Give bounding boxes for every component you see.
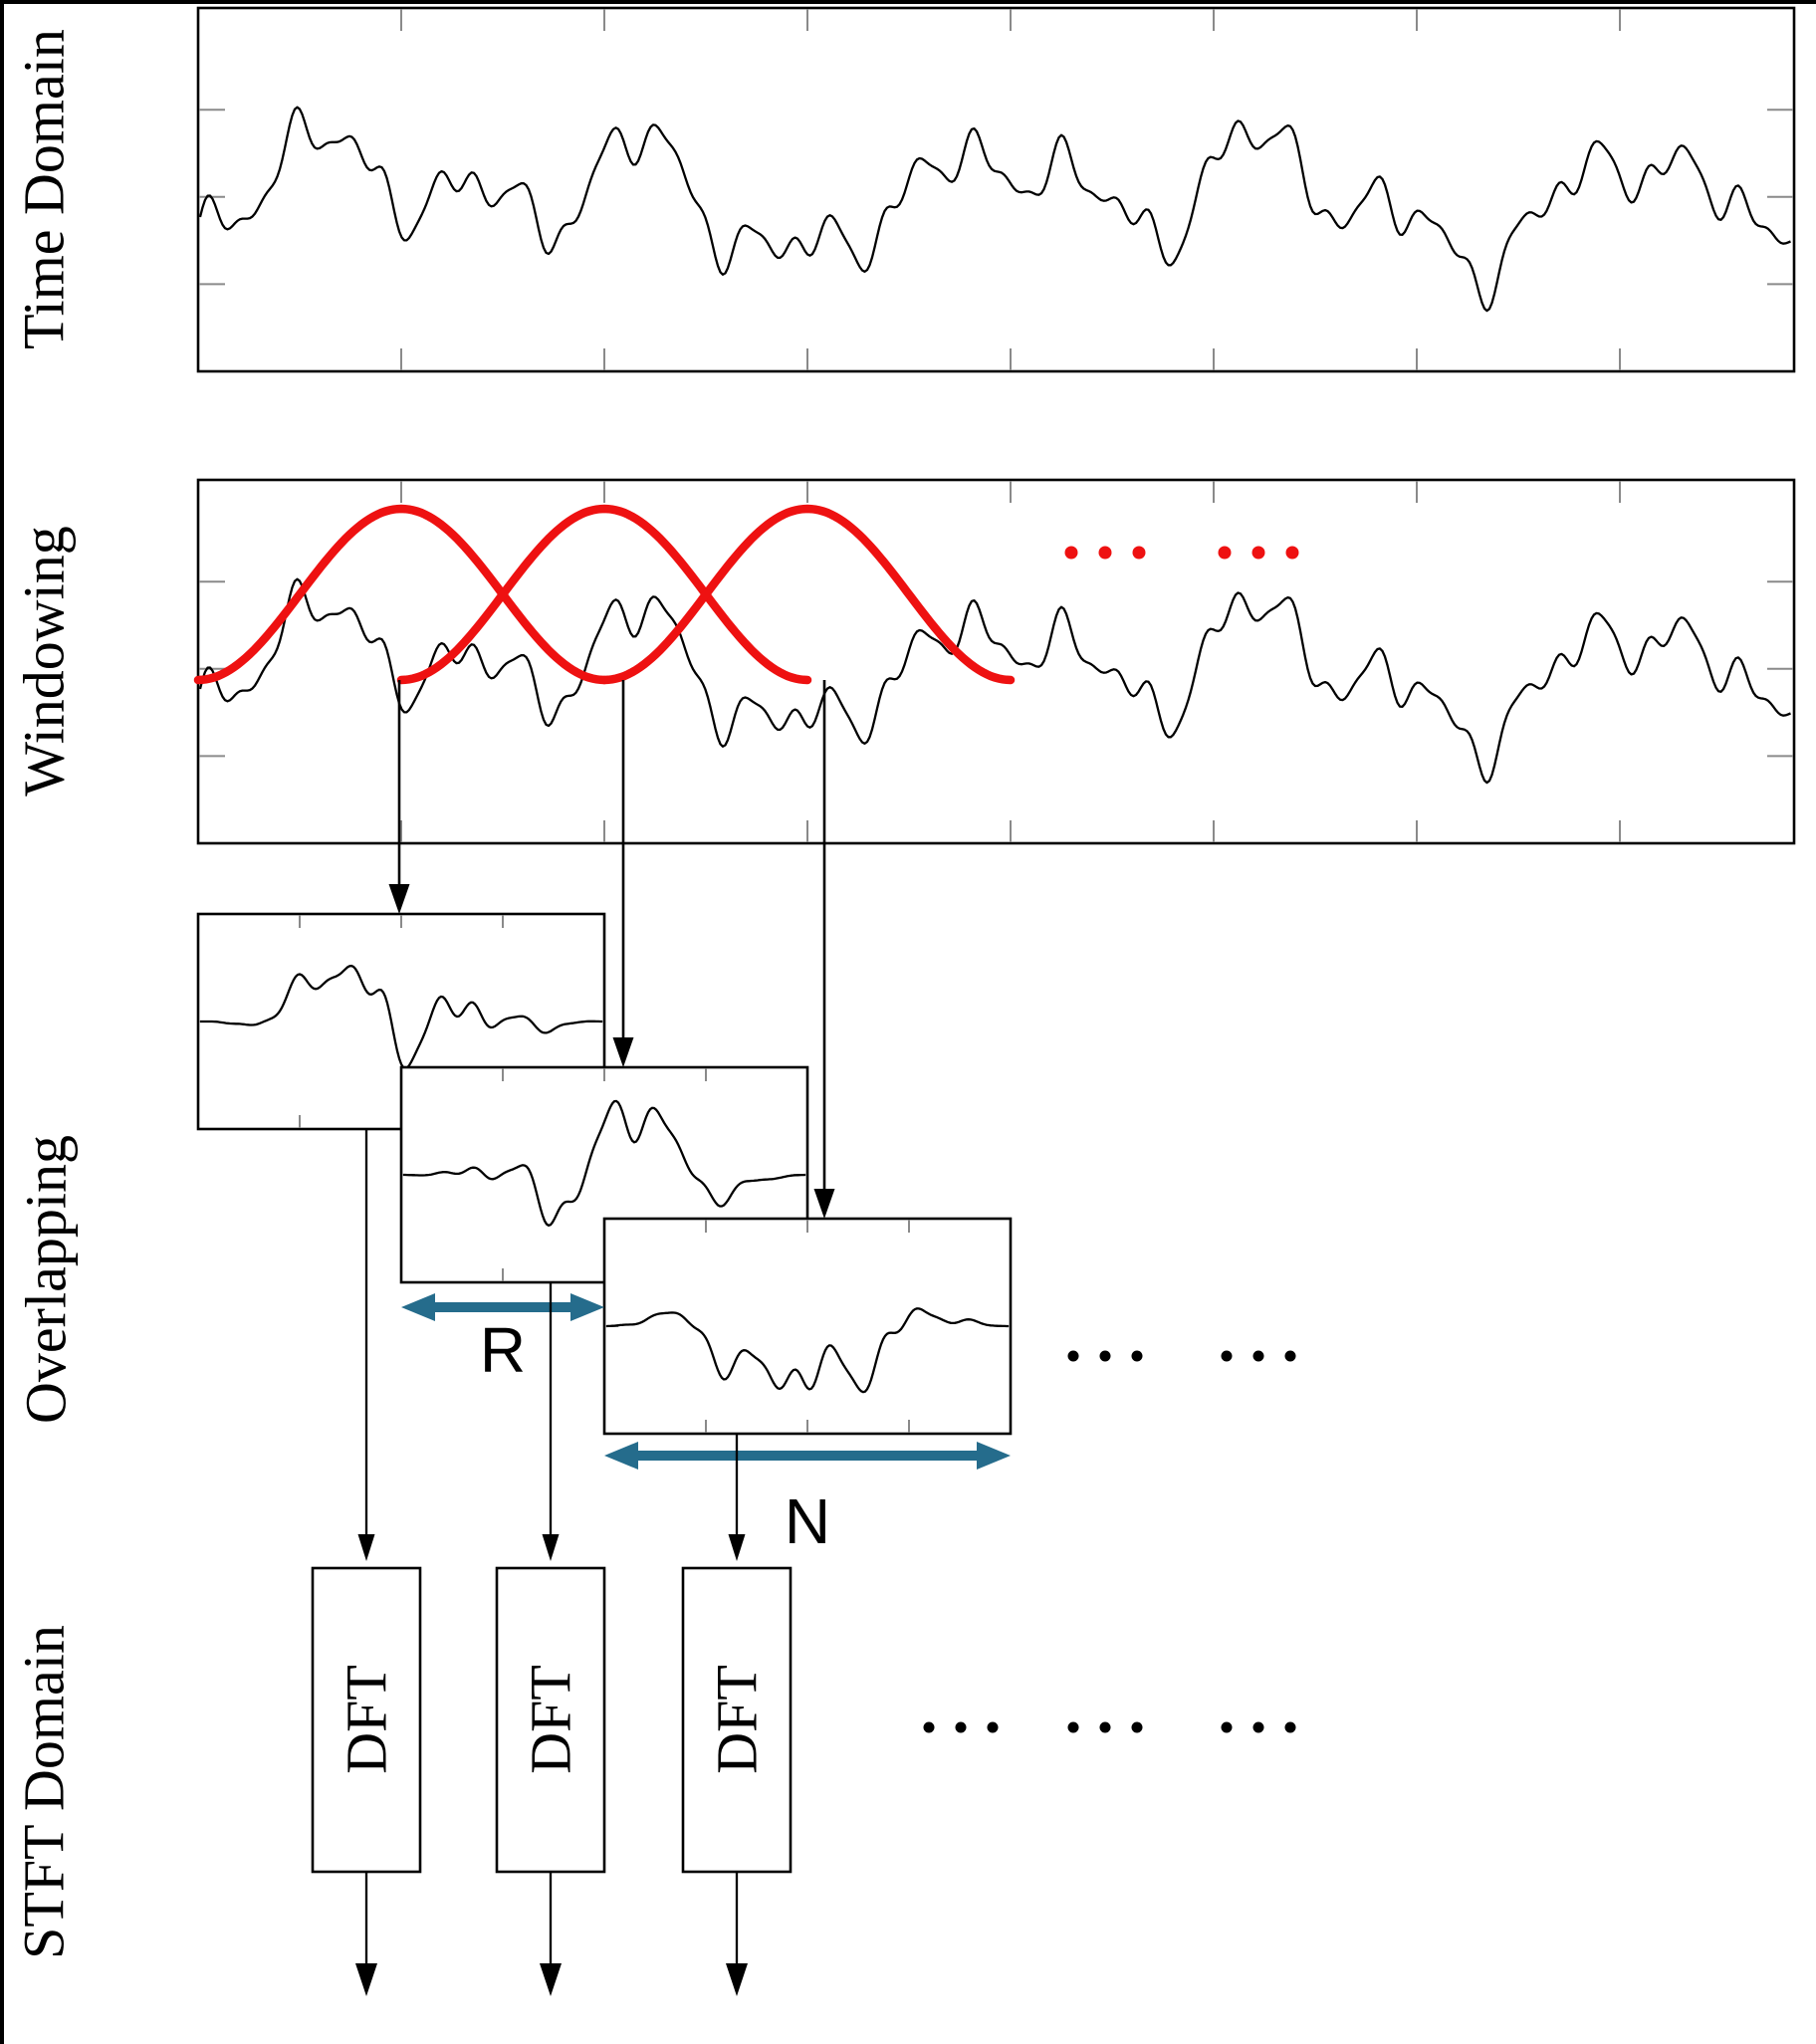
panel-windowing [196, 478, 1796, 845]
dft-label-1: DFT [335, 1665, 399, 1774]
dft-labels: DFT DFT DFT [335, 1665, 770, 1774]
hann-window-curve [396, 504, 812, 685]
waveform [198, 577, 1791, 785]
window-functions [193, 504, 1016, 685]
hann-window-curve [193, 504, 609, 685]
label-windowing: Windowing [12, 526, 77, 796]
measure-arrows [401, 1293, 1011, 1470]
dft-output-arrows [355, 1872, 748, 1996]
segment-waveform [403, 1099, 805, 1228]
panel-time-domain [196, 6, 1796, 373]
waveform [198, 106, 1791, 313]
time-domain-plot [196, 6, 1796, 373]
segment-box-3 [602, 1217, 1013, 1436]
windowing-plot [196, 478, 1796, 845]
frame-length-label: N [785, 1485, 830, 1557]
dft-label-3: DFT [705, 1665, 770, 1774]
stage-labels: Time Domain Windowing Overlapping STFT D… [12, 29, 79, 1959]
dft-box-1 [311, 1566, 422, 1874]
segment-waveform [606, 1307, 1009, 1394]
segment-arrows [388, 680, 835, 1219]
window-ellipsis-dots [1064, 546, 1299, 560]
dft-box-3 [681, 1566, 793, 1874]
overlap-ellipsis-dots [1067, 1350, 1296, 1362]
stft-ellipsis-dots [923, 1721, 1296, 1733]
dft-box-2 [495, 1566, 606, 1874]
measure-labels: R N [480, 1314, 830, 1557]
hop-size-label: R [480, 1314, 526, 1386]
label-time-domain: Time Domain [12, 29, 77, 349]
segment-boxes [196, 912, 1013, 1436]
segment-waveform [200, 964, 602, 1070]
dft-boxes [311, 1566, 793, 1874]
label-stft-domain: STFT Domain [12, 1625, 77, 1959]
label-overlapping: Overlapping [14, 1135, 79, 1424]
dft-label-2: DFT [519, 1665, 583, 1774]
frame-length-arrow [604, 1442, 1011, 1470]
dft-input-arrows [357, 1129, 746, 1561]
hann-window-curve [599, 504, 1016, 685]
